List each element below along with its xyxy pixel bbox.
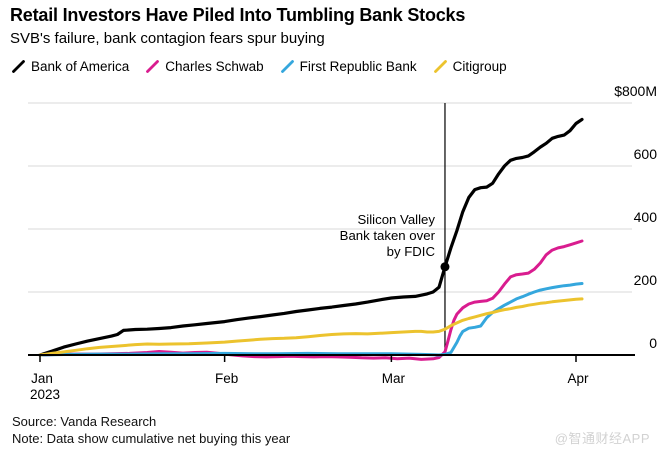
legend: Bank of America Charles Schwab First Repub… [12,59,507,74]
legend-slash-icon [12,60,25,73]
x-tick-label-feb: Feb [215,371,238,386]
x-tick-label-mar: Mar [382,371,406,386]
legend-slash-icon [433,60,447,73]
series-line-charles-schwab [38,239,584,361]
legend-label: Bank of America [31,59,130,74]
y-tick-label-0: 0 [649,335,657,351]
legend-item-bank-of-america: Bank of America [12,59,129,74]
source-text: Source: Vanda Research [12,414,157,429]
page-title: Retail Investors Have Piled Into Tumblin… [10,5,466,25]
svb-annotation-line-3: by FDIC [387,244,436,259]
svb-annotation-line-2: Bank taken over [340,228,436,243]
chart-area: 0 200 400 600 $800M Silicon Valley Bank taken … [0,82,660,404]
legend-item-citigroup: Citigroup [433,59,507,74]
legend-slash-icon [146,60,160,73]
legend-item-first-republic-bank: First Republic Bank [280,59,417,74]
x-tick-sublabel-2023: 2023 [30,387,60,402]
series-line-citigroup [38,297,584,357]
y-tick-label-600: 600 [634,146,658,162]
legend-slash-icon [280,60,294,73]
legend-label: Citigroup [452,59,507,74]
series-line-bank-of-america [38,117,584,357]
x-tick-label-apr: Apr [567,371,589,386]
legend-label: First Republic Bank [299,59,417,74]
note-text: Note: Data show cumulative net buying th… [12,431,291,446]
y-tick-label-800: $800M [614,83,657,99]
y-tick-label-400: 400 [634,209,658,225]
y-tick-label-200: 200 [634,272,658,288]
legend-label: Charles Schwab [165,59,264,74]
legend-item-charles-schwab: Charles Schwab [146,59,264,74]
series-line-first-republic-bank [38,282,584,357]
svb-event-marker-dot [440,262,450,272]
chart-subtitle: SVB's failure, bank contagion fears spur… [10,30,325,47]
x-tick-label-jan: Jan [31,371,53,386]
svb-annotation-line-1: Silicon Valley [358,212,436,227]
watermark-text: @智通财经APP [554,431,650,446]
